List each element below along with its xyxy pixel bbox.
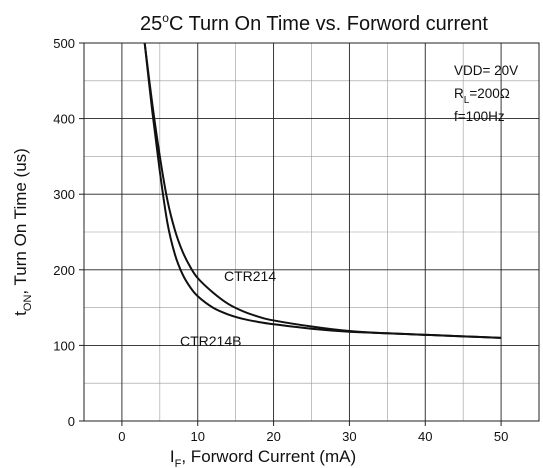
x-tick-label: 20 [266,429,280,444]
annotation-rl-main: R [454,86,464,101]
x-axis-label-rest: , Forword Current (mA) [181,447,356,466]
grid [83,42,540,422]
y-tick-label: 0 [68,414,75,429]
annotation-rl-rest: =200Ω [469,86,510,101]
y-axis-label: tON, Turn On Time (us) [11,148,34,316]
series-label-ctr214: CTR214 [224,268,276,284]
y-tick-label: 100 [53,338,75,353]
x-axis-label-main: I [170,447,175,466]
y-axis-label-sub: ON [22,295,34,312]
chart-title-prefix: 25 [140,13,162,35]
x-tick-label: 50 [494,429,508,444]
x-tick-label: 10 [191,429,205,444]
series-line-ctr214b [143,42,502,339]
chart-title-rest: C Turn On Time vs. Forwo [169,13,402,35]
series-label-ctr214b: CTR214B [180,333,241,349]
y-axis-label-rest: , Turn On Time (us) [11,148,30,294]
plot-frame [83,42,540,422]
x-tick-labels: 0 10 20 30 40 50 [118,421,508,444]
x-tick-label: 0 [118,429,125,444]
y-tick-labels: 0 100 200 300 400 500 [53,36,84,429]
x-axis-label: IF, Forword Current (mA) [170,447,356,468]
y-axis-label-main: t [11,311,30,316]
annotation-frequency: f=100Hz [454,109,505,124]
chart-title-end: rd current [402,13,488,35]
series-layer [143,42,502,339]
annotation-vdd: VDD= 20V [454,63,518,78]
chart-title-degree: o [162,11,169,25]
y-tick-label: 500 [53,36,75,51]
y-tick-label: 200 [53,263,75,278]
y-tick-label: 400 [53,112,75,127]
x-tick-label: 40 [418,429,432,444]
chart-title: 25oC Turn On Time vs. Forword current [140,11,488,35]
x-axis-label-sub: F [175,458,182,468]
annotation-rl: RL=200Ω [454,86,510,106]
y-tick-label: 300 [53,187,75,202]
x-tick-label: 30 [342,429,356,444]
annotation-rl-sub: L [464,95,470,106]
